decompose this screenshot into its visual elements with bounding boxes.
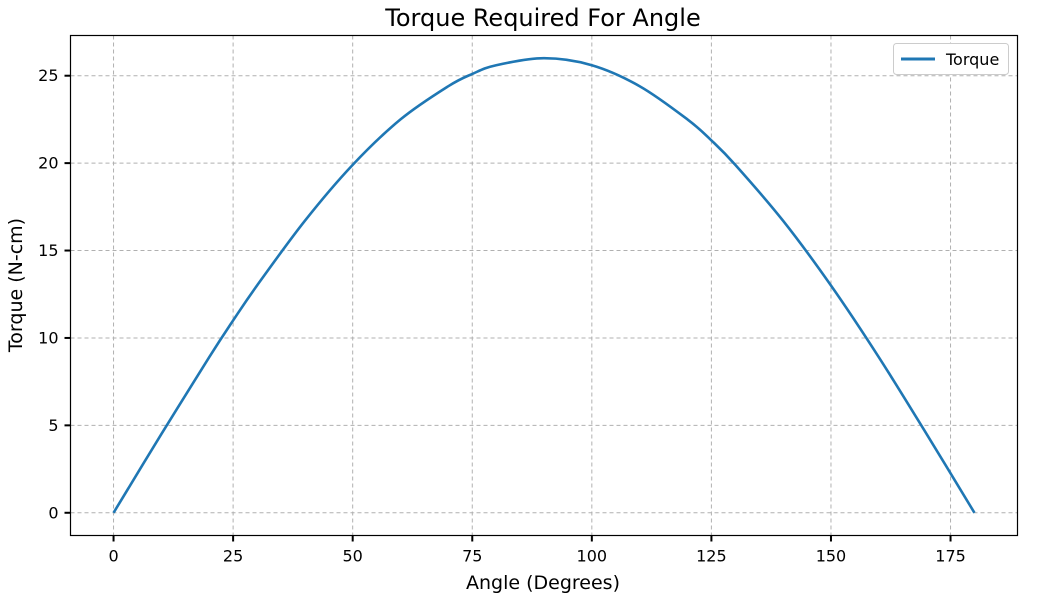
- legend: Torque: [893, 43, 1009, 75]
- y-tick-label: 0: [48, 503, 58, 522]
- x-axis-label: Angle (Degrees): [466, 572, 620, 594]
- legend-box: [893, 43, 1009, 75]
- series-layer: [112, 56, 976, 514]
- y-tick-label: 15: [38, 241, 58, 260]
- x-tick-label: 100: [577, 547, 608, 566]
- y-tick-label: 25: [38, 66, 58, 85]
- plot-frame: [69, 34, 1019, 537]
- x-tick-label: 0: [108, 547, 118, 566]
- x-tick-label: 150: [816, 547, 847, 566]
- x-tick-label: 50: [343, 547, 363, 566]
- y-tick-label: 20: [38, 154, 58, 173]
- y-axis-label: Torque (N-cm): [5, 218, 27, 353]
- y-tick-label: 10: [38, 328, 58, 347]
- x-tick-label: 175: [935, 547, 966, 566]
- grid-lines: [70, 35, 1018, 536]
- axis-ticks: 0 25 50 75 100 125 150 175 0 5 10 15 20 25: [38, 66, 966, 565]
- series-line-torque: [112, 56, 976, 514]
- x-tick-label: 125: [696, 547, 727, 566]
- x-tick-label: 25: [223, 547, 243, 566]
- y-tick-label: 5: [48, 416, 58, 435]
- x-tick-label: 75: [462, 547, 482, 566]
- chart-title: Torque Required For Angle: [384, 4, 700, 32]
- legend-label-torque: Torque: [945, 50, 999, 69]
